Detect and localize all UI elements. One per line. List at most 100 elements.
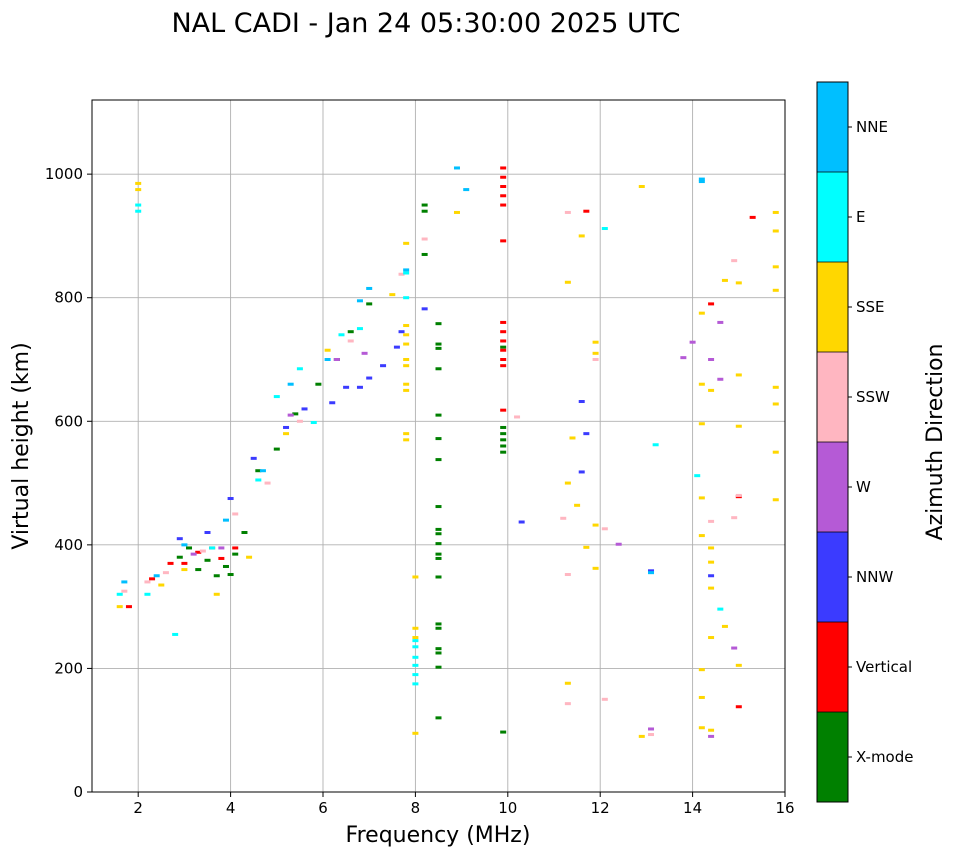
data-point [500, 166, 507, 170]
data-point [500, 339, 507, 343]
data-point [135, 181, 142, 185]
data-point [698, 311, 705, 315]
data-point [412, 731, 419, 735]
colorbar-label: Vertical [856, 658, 912, 676]
data-point [273, 395, 280, 399]
data-point [698, 496, 705, 500]
series-w [190, 320, 738, 738]
data-point [167, 561, 174, 565]
colorbar-segment [817, 532, 848, 622]
data-point [135, 203, 142, 207]
data-point [708, 574, 715, 578]
data-point [453, 166, 460, 170]
data-point [403, 268, 410, 272]
data-point [500, 345, 507, 349]
data-point [347, 330, 354, 334]
data-point [680, 356, 687, 360]
data-point [435, 665, 442, 669]
data-point [435, 437, 442, 441]
x-tick-label: 10 [498, 799, 517, 817]
x-tick-label: 14 [683, 799, 702, 817]
data-point [731, 259, 738, 263]
data-point [721, 278, 728, 282]
data-point [135, 209, 142, 213]
data-point [232, 552, 239, 556]
data-point [772, 265, 779, 269]
data-point [403, 296, 410, 300]
data-point [435, 622, 442, 626]
data-point [186, 546, 193, 550]
data-point [592, 523, 599, 527]
data-point [412, 636, 419, 640]
data-point [435, 367, 442, 371]
data-point [560, 516, 567, 520]
data-point [578, 234, 585, 238]
data-point [356, 385, 363, 389]
data-point [273, 447, 280, 451]
data-point [232, 546, 239, 550]
data-point [500, 432, 507, 436]
data-point [592, 358, 599, 361]
data-point [583, 545, 590, 549]
data-point [514, 415, 521, 419]
data-point [412, 655, 419, 659]
series-x-mode [176, 203, 507, 734]
data-point [435, 532, 442, 536]
data-point [403, 358, 410, 361]
colorbar-segment [817, 622, 848, 712]
data-point [708, 586, 715, 590]
data-point [121, 580, 128, 584]
series-ssw [121, 210, 742, 737]
colorbar-label: NNE [856, 118, 888, 136]
data-point [698, 382, 705, 386]
data-point [125, 605, 132, 609]
data-point [735, 493, 742, 497]
data-point [315, 382, 322, 386]
data-point [601, 227, 608, 231]
data-point [195, 550, 202, 554]
data-point [435, 651, 442, 655]
y-tick-label: 0 [73, 783, 83, 801]
data-point [694, 474, 701, 478]
data-point [296, 367, 303, 371]
data-point [648, 733, 655, 737]
data-point [708, 546, 715, 550]
data-point [463, 188, 470, 192]
colorbar-label: Azimuth Direction [923, 343, 948, 540]
x-tick-label: 4 [226, 799, 236, 817]
data-point [412, 645, 419, 649]
y-axis-label: Virtual height (km) [9, 342, 34, 549]
data-point [583, 209, 590, 213]
data-point [421, 252, 428, 256]
data-point [708, 302, 715, 306]
data-point [500, 364, 507, 368]
colorbar-label: SSE [856, 298, 885, 316]
data-point [218, 556, 225, 560]
data-point [772, 402, 779, 406]
data-point [772, 229, 779, 233]
data-point [592, 351, 599, 355]
data-point [209, 546, 216, 550]
grid-layer [92, 100, 786, 793]
data-point [421, 203, 428, 207]
y-tick-label: 200 [54, 659, 83, 677]
data-point [403, 324, 410, 328]
data-point [356, 327, 363, 331]
data-point [500, 185, 507, 188]
data-point [403, 432, 410, 436]
data-point [412, 663, 419, 667]
y-tick-label: 600 [54, 412, 83, 430]
data-point [287, 382, 294, 386]
x-tick-label: 12 [591, 799, 610, 817]
data-point [403, 382, 410, 386]
data-point [412, 639, 419, 643]
data-point [324, 348, 331, 352]
x-axis-label: Frequency (MHz) [346, 823, 531, 848]
data-point [583, 432, 590, 436]
data-point [500, 450, 507, 454]
data-point [403, 333, 410, 337]
data-point [772, 450, 779, 454]
data-point [366, 286, 373, 290]
data-point [435, 552, 442, 556]
data-point [403, 364, 410, 368]
